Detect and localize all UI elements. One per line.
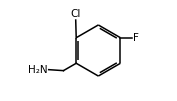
Text: H₂N: H₂N xyxy=(28,65,48,75)
Text: Cl: Cl xyxy=(70,9,81,19)
Text: F: F xyxy=(133,33,139,43)
